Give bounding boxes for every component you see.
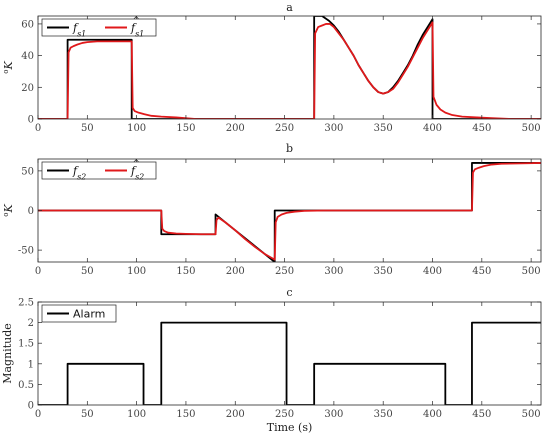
plot-c-legend: Alarm bbox=[41, 304, 117, 323]
plot-a-series bbox=[38, 16, 541, 119]
plot-c-y-tick-label: 0 bbox=[28, 401, 34, 412]
plot-b-x-tick-label: 500 bbox=[522, 266, 541, 277]
plot-c-y-axis-label: Magnitude bbox=[1, 323, 14, 384]
plot-a-axes-box bbox=[37, 15, 542, 120]
plot-b-x-tick-label: 450 bbox=[472, 266, 491, 277]
plot-c-axes-box bbox=[37, 301, 542, 406]
plot-b-legend-box bbox=[41, 161, 157, 180]
plot-a-x-tick-label: 0 bbox=[35, 123, 41, 134]
plot-b-x-tick-label: 100 bbox=[127, 266, 146, 277]
plot-c-x-tick-label: 350 bbox=[374, 409, 393, 420]
plot-b-x-tick-label: 250 bbox=[275, 266, 294, 277]
plot-b-x-tick-label: 300 bbox=[324, 266, 343, 277]
plot-c-y-tick-label: 1 bbox=[28, 359, 34, 370]
plot-c-series-line-1 bbox=[38, 321, 541, 405]
plot-a-y-tick-label: 20 bbox=[21, 83, 34, 94]
plot-a-legend-hat-2: ^ bbox=[133, 17, 141, 27]
plot-a-x-tick-label: 250 bbox=[275, 123, 294, 134]
plot-a-x-tick-label: 350 bbox=[374, 123, 393, 134]
plot-c-x-tick-label: 300 bbox=[324, 409, 343, 420]
plot-a-x-tick-label: 100 bbox=[127, 123, 146, 134]
plot-c-x-tick-label: 250 bbox=[275, 409, 294, 420]
plot-b-x-tick-label: 350 bbox=[374, 266, 393, 277]
plot-a-x-tick-label: 400 bbox=[423, 123, 442, 134]
plot-a-y-axis-label: oK bbox=[2, 61, 15, 74]
plot-b-y-tick-label: -50 bbox=[18, 246, 34, 257]
plot-b-series bbox=[38, 162, 541, 262]
plot-c-x-tick-label: 450 bbox=[472, 409, 491, 420]
plot-a-y-tick-label: 60 bbox=[21, 19, 34, 30]
plot-b-y-tick-label: 50 bbox=[21, 166, 34, 177]
plot-a-x-tick-label: 450 bbox=[472, 123, 491, 134]
plot-a-x-tick-label: 500 bbox=[522, 123, 541, 134]
plot-b-legend-label-2: fs2 bbox=[130, 165, 144, 182]
plot-a-legend-label-2: fs1 bbox=[130, 22, 144, 39]
plot-c-x-tick-label: 50 bbox=[81, 409, 94, 420]
plot-c: c 0 50 100 150 200 250 300 350 400 450 500 0 0.5 1 1.5 2… bbox=[1, 286, 542, 434]
plot-a-x-tick-label: 150 bbox=[176, 123, 195, 134]
plot-c-legend-box bbox=[41, 304, 117, 323]
plot-c-x-tick-label: 500 bbox=[522, 409, 541, 420]
plot-c-y-tick-label: 1.5 bbox=[18, 339, 34, 350]
plot-b-series-line-2 bbox=[38, 162, 541, 261]
plot-b: b0 50 100 150 200 250 300 350 400 450 500-50050oKf… bbox=[2, 142, 542, 277]
plot-b-x-tick-label: 150 bbox=[176, 266, 195, 277]
plot-b-legend-hat-2: ^ bbox=[133, 160, 141, 170]
plot-a: a 0 50 100 150 200 250 300 350 400 450 500 0 20 40 60 oK… bbox=[2, 1, 542, 134]
plot-a-series-line-2 bbox=[38, 21, 541, 119]
plot-a-y-tick-label: 0 bbox=[28, 115, 34, 126]
plot-a-legend-box bbox=[41, 18, 157, 37]
plot-a-legend-label-1: fs1 bbox=[72, 22, 86, 39]
plot-c-y-tick-label: 2 bbox=[28, 318, 34, 329]
plot-c-x-tick-label: 0 bbox=[35, 409, 41, 420]
plot-c-x-tick-label: 150 bbox=[176, 409, 195, 420]
plot-c-x-tick-label: 100 bbox=[127, 409, 146, 420]
plot-a-y-tick-label: 40 bbox=[21, 51, 34, 62]
plot-c-x-tick-label: 200 bbox=[226, 409, 245, 420]
plot-c-x-axis-label: Time (s) bbox=[267, 421, 313, 434]
plot-a-x-tick-label: 50 bbox=[81, 123, 94, 134]
plot-b-legend: fs2 fs2^ bbox=[41, 160, 157, 182]
plot-b-title: b bbox=[286, 142, 293, 155]
plot-c-legend-label-1: Alarm bbox=[73, 308, 105, 321]
plot-a-x-tick-label: 300 bbox=[324, 123, 343, 134]
plot-b-x-tick-label: 200 bbox=[226, 266, 245, 277]
plot-c-y-tick-label: 0.5 bbox=[18, 380, 34, 391]
plot-b-x-tick-label: 400 bbox=[423, 266, 442, 277]
plot-a-x-tick-label: 200 bbox=[226, 123, 245, 134]
plot-b-x-tick-label: 50 bbox=[81, 266, 94, 277]
plot-a-title: a bbox=[286, 1, 293, 14]
plot-c-y-tick-label: 2.5 bbox=[18, 298, 34, 309]
plot-c-title: c bbox=[286, 286, 292, 299]
plot-b-y-tick-label: 0 bbox=[28, 206, 34, 217]
plot-b-y-axis-label: oK bbox=[2, 204, 15, 217]
plot-b-x-tick-label: 0 bbox=[35, 266, 41, 277]
plot-b-legend-label-1: fs2 bbox=[72, 165, 86, 182]
plot-c-series bbox=[38, 321, 541, 405]
plot-a-legend: fs1 fs1^ bbox=[41, 17, 157, 39]
plot-c-x-tick-label: 400 bbox=[423, 409, 442, 420]
